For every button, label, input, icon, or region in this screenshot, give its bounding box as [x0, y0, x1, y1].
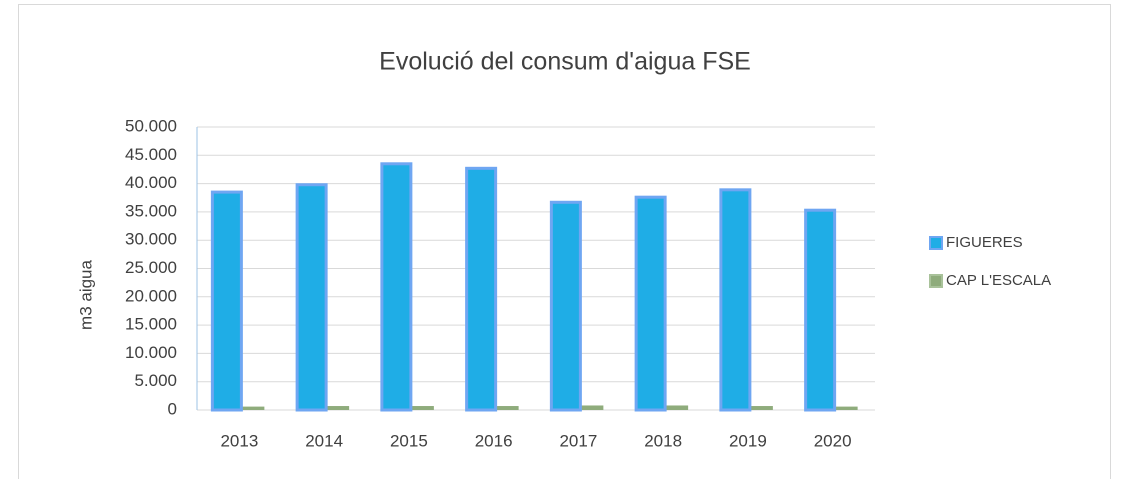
- y-tick-label: 35.000: [125, 201, 177, 220]
- y-tick-label: 10.000: [125, 343, 177, 362]
- x-tick-label: 2019: [729, 431, 767, 450]
- legend-swatch: [929, 274, 943, 288]
- x-tick-label: 2018: [644, 431, 682, 450]
- legend-label: CAP L'ESCALA: [946, 272, 1051, 289]
- y-tick-label: 20.000: [125, 286, 177, 305]
- bar: [465, 166, 498, 412]
- x-tick-label: 2020: [814, 431, 852, 450]
- x-tick-label: 2016: [475, 431, 513, 450]
- legend-swatch: [929, 236, 943, 250]
- bar: [295, 183, 328, 412]
- y-axis-label: m3 aigua: [76, 259, 95, 329]
- y-tick-label: 50.000: [125, 116, 177, 135]
- x-tick-label: 2014: [305, 431, 343, 450]
- y-tick-label: 45.000: [125, 145, 177, 164]
- y-tick-label: 30.000: [125, 230, 177, 249]
- bar: [210, 190, 243, 412]
- bar: [804, 208, 837, 412]
- bar: [634, 195, 667, 412]
- x-tick-label: 2017: [559, 431, 597, 450]
- y-tick-label: 25.000: [125, 258, 177, 277]
- bar: [719, 188, 752, 412]
- y-tick-label: 40.000: [125, 173, 177, 192]
- y-tick-label: 15.000: [125, 315, 177, 334]
- legend-label: FIGUERES: [946, 234, 1023, 251]
- bar: [549, 200, 582, 412]
- x-tick-label: 2013: [220, 431, 258, 450]
- x-tick-label: 2015: [390, 431, 428, 450]
- chart-title: Evolució del consum d'aigua FSE: [379, 48, 751, 76]
- y-tick-label: 0: [168, 399, 177, 418]
- bar: [380, 162, 413, 412]
- y-tick-label: 5.000: [134, 371, 177, 390]
